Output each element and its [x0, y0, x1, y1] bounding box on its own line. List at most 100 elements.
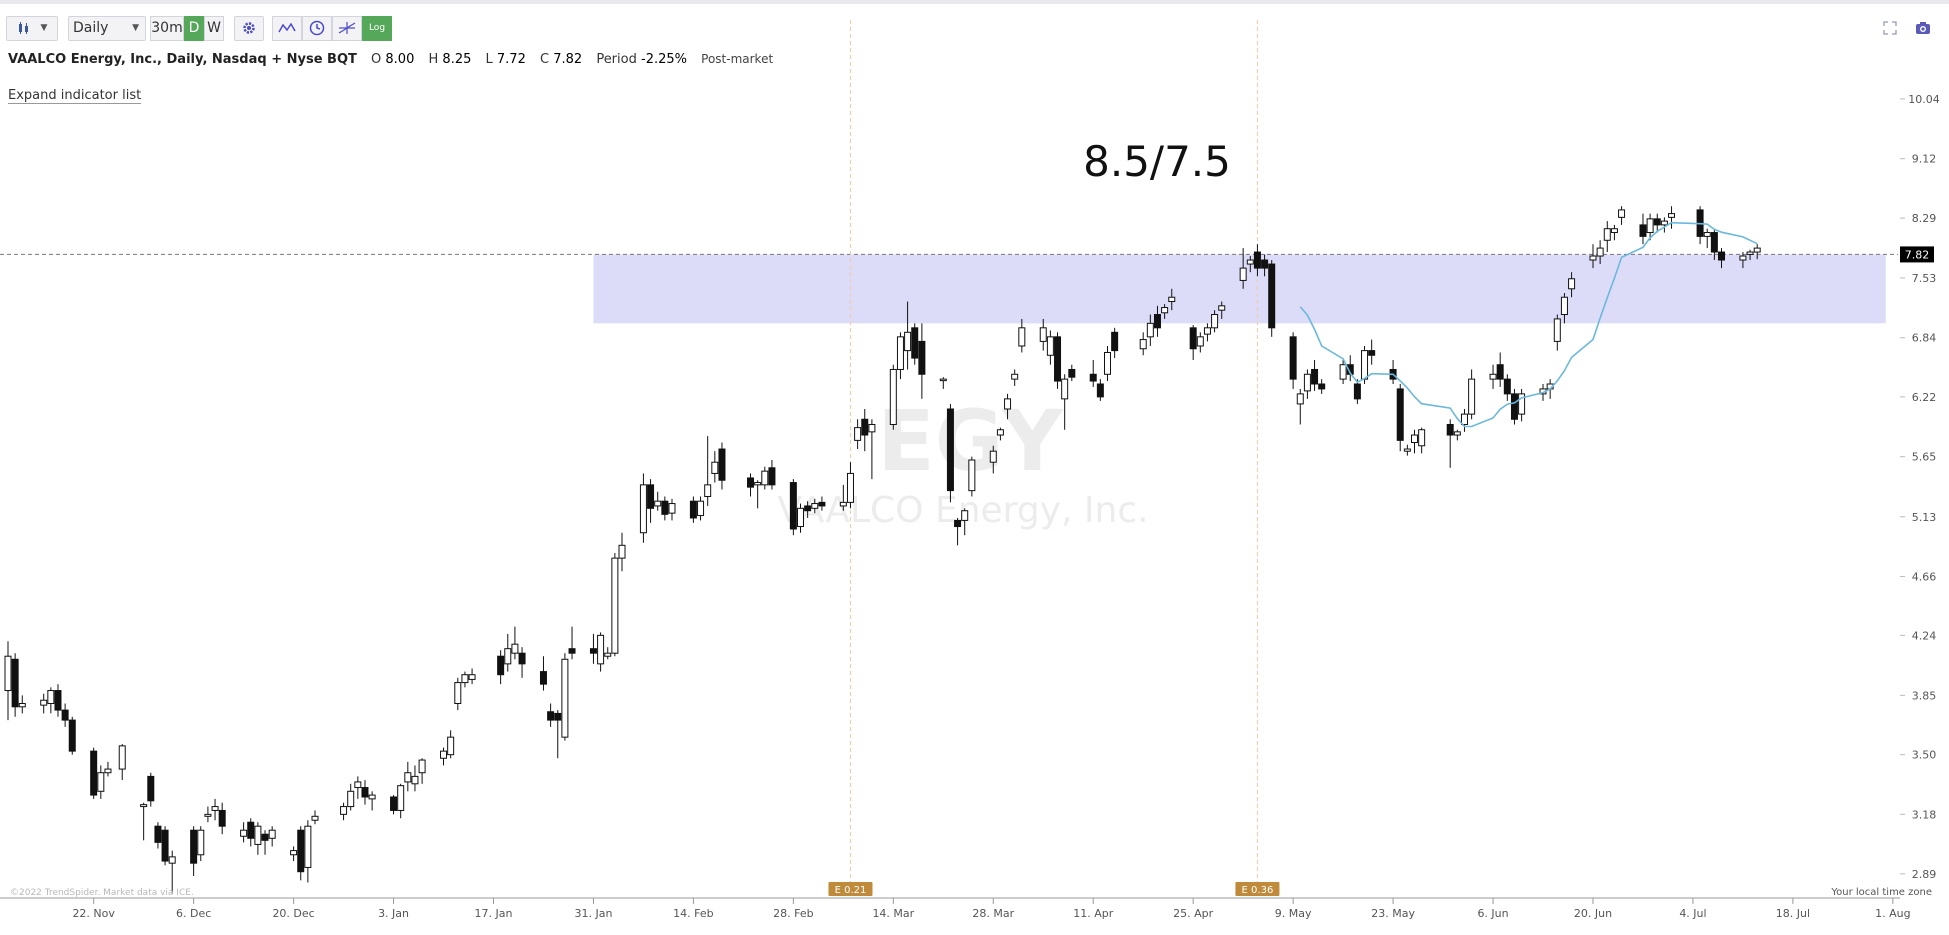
candle-body — [97, 772, 105, 792]
legend-period-label: Period — [596, 52, 637, 67]
candle-body — [154, 825, 162, 843]
candle — [889, 364, 897, 430]
candle — [1696, 206, 1704, 245]
candle — [804, 501, 812, 518]
candle — [639, 473, 647, 543]
y-tick-label: 8.29 — [1912, 212, 1937, 225]
y-tick-label: 2.89 — [1912, 868, 1937, 881]
candle — [1303, 369, 1311, 399]
candle-body — [1411, 434, 1419, 444]
candle — [1418, 427, 1426, 454]
timeframe-w-button[interactable]: W — [204, 15, 224, 41]
candle-body — [1396, 388, 1404, 441]
candle-body — [1503, 378, 1511, 395]
candle — [97, 765, 105, 799]
candle — [1268, 260, 1276, 337]
log-scale-button[interactable]: Log — [362, 15, 392, 41]
candle — [368, 791, 376, 811]
candle — [1639, 213, 1647, 245]
candle-body — [804, 505, 812, 512]
candle — [1296, 388, 1304, 425]
candle-body — [1568, 278, 1576, 290]
timeframe-30m-button[interactable]: 30m — [150, 15, 184, 41]
candle-body — [896, 336, 904, 370]
y-tick-label: 3.85 — [1912, 689, 1937, 702]
last-price-badge — [1900, 246, 1934, 263]
timeframe-group: 30m D W — [150, 15, 224, 41]
toolbar: ▼ Daily ▼ 30m D W Log — [6, 14, 398, 42]
candle — [868, 419, 876, 480]
candle-body — [1004, 398, 1012, 410]
candle-body — [639, 484, 647, 534]
candle — [1518, 388, 1526, 422]
legend-session: Post-market — [701, 52, 774, 66]
candle — [1061, 374, 1069, 430]
candle — [47, 687, 55, 714]
candle-body — [854, 427, 862, 441]
candle — [711, 451, 719, 483]
expand-indicator-link[interactable]: Expand indicator list — [8, 88, 142, 104]
candle — [1196, 332, 1204, 353]
candle-body — [197, 829, 205, 856]
fullscreen-icon[interactable] — [1883, 20, 1897, 39]
candle — [104, 761, 112, 777]
y-tick-label: 3.18 — [1912, 808, 1937, 821]
y-tick-label: 6.22 — [1912, 391, 1937, 404]
candle-body — [418, 759, 426, 774]
candle — [1710, 228, 1718, 261]
x-tick-label: 20. Dec — [272, 907, 314, 920]
indicator-button[interactable] — [272, 15, 302, 41]
candle — [1311, 359, 1319, 391]
candle — [1004, 393, 1012, 420]
candle — [589, 633, 597, 664]
candle — [697, 496, 705, 521]
crosshair-icon — [338, 21, 356, 35]
candle — [611, 552, 619, 657]
candle — [397, 783, 405, 819]
candle — [361, 780, 369, 805]
candle — [597, 632, 605, 672]
candle-body — [1111, 331, 1119, 352]
period-select[interactable]: Daily ▼ — [68, 15, 146, 41]
candle-body — [1211, 314, 1219, 329]
candle — [1668, 206, 1676, 229]
candle — [511, 626, 519, 660]
candle-body — [1703, 232, 1711, 237]
candle — [996, 427, 1004, 441]
candle-body — [711, 461, 719, 474]
clock-button[interactable] — [302, 15, 332, 41]
camera-icon[interactable] — [1915, 20, 1931, 39]
candle-body — [961, 510, 969, 521]
candle-body — [147, 775, 155, 802]
candle-body — [1203, 327, 1211, 335]
candle-body — [211, 806, 219, 811]
candle — [340, 802, 348, 821]
last-price-label: 7.82 — [1905, 248, 1930, 261]
candle-body — [1746, 251, 1754, 255]
candle-body — [597, 634, 605, 665]
candle-body — [518, 652, 526, 665]
candle-body — [204, 813, 212, 817]
candle — [418, 758, 426, 784]
candle-body — [1239, 267, 1247, 281]
candle-body — [454, 682, 462, 705]
candle-body — [90, 750, 98, 796]
candle — [1589, 244, 1597, 269]
candle-body — [161, 829, 169, 862]
candle — [1753, 244, 1761, 260]
settings-button[interactable] — [234, 15, 264, 41]
candle — [61, 703, 69, 727]
chart-type-button[interactable]: ▼ — [6, 15, 58, 41]
candle — [1353, 379, 1361, 404]
candle — [1510, 388, 1518, 425]
x-tick-label: 22. Nov — [72, 907, 115, 920]
candle-body — [390, 796, 398, 811]
candle — [547, 703, 555, 727]
resistance-zone — [593, 254, 1886, 324]
candle — [668, 498, 676, 521]
timeframe-d-button[interactable]: D — [184, 15, 204, 41]
crosshair-button[interactable] — [332, 15, 362, 41]
candle-body — [1168, 296, 1176, 303]
candle — [768, 459, 776, 490]
